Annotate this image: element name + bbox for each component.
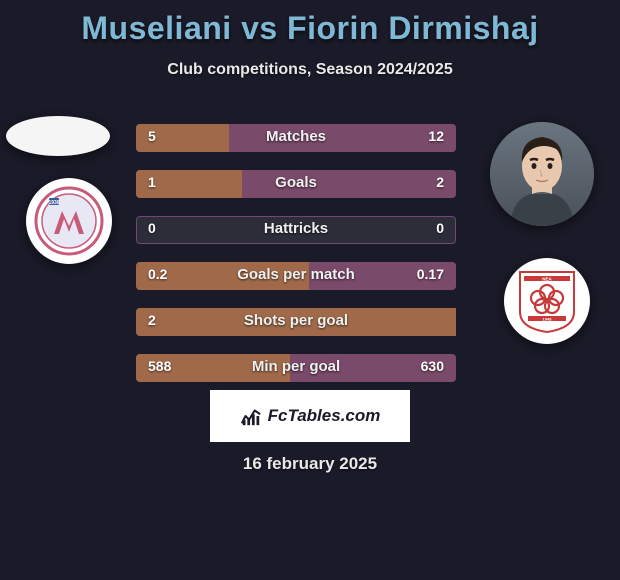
svg-text:ΝΕΑ: ΝΕΑ	[542, 277, 552, 282]
svg-text:1936: 1936	[48, 200, 59, 206]
watermark-text: FcTables.com	[268, 406, 381, 426]
player-left-avatar	[6, 116, 110, 156]
stat-row: 2Shots per goal	[136, 308, 456, 336]
stat-label: Matches	[136, 128, 456, 145]
stat-label: Min per goal	[136, 358, 456, 375]
chart-icon	[240, 405, 262, 427]
stat-row: 12Goals	[136, 170, 456, 198]
stat-label: Hattricks	[136, 220, 456, 237]
stat-label: Goals	[136, 174, 456, 191]
stat-label: Shots per goal	[136, 312, 456, 329]
stat-row: 0.20.17Goals per match	[136, 262, 456, 290]
svg-text:1948: 1948	[543, 317, 553, 322]
stat-row: 588630Min per goal	[136, 354, 456, 382]
season-subtitle: Club competitions, Season 2024/2025	[0, 61, 620, 79]
stats-container: 512Matches 12Goals 00Hattricks 0.20.17Goals…	[136, 124, 456, 400]
comparison-title: Museliani vs Fiorin Dirmishaj	[0, 0, 620, 47]
stat-label: Goals per match	[136, 266, 456, 283]
club-badge-left: 1936	[26, 178, 112, 264]
stat-row: 00Hattricks	[136, 216, 456, 244]
stat-row: 512Matches	[136, 124, 456, 152]
snapshot-date: 16 february 2025	[0, 454, 620, 474]
player-right-avatar	[490, 122, 594, 226]
watermark-badge: FcTables.com	[210, 390, 410, 442]
club-badge-right: ΝΕΑ 1948	[504, 258, 590, 344]
